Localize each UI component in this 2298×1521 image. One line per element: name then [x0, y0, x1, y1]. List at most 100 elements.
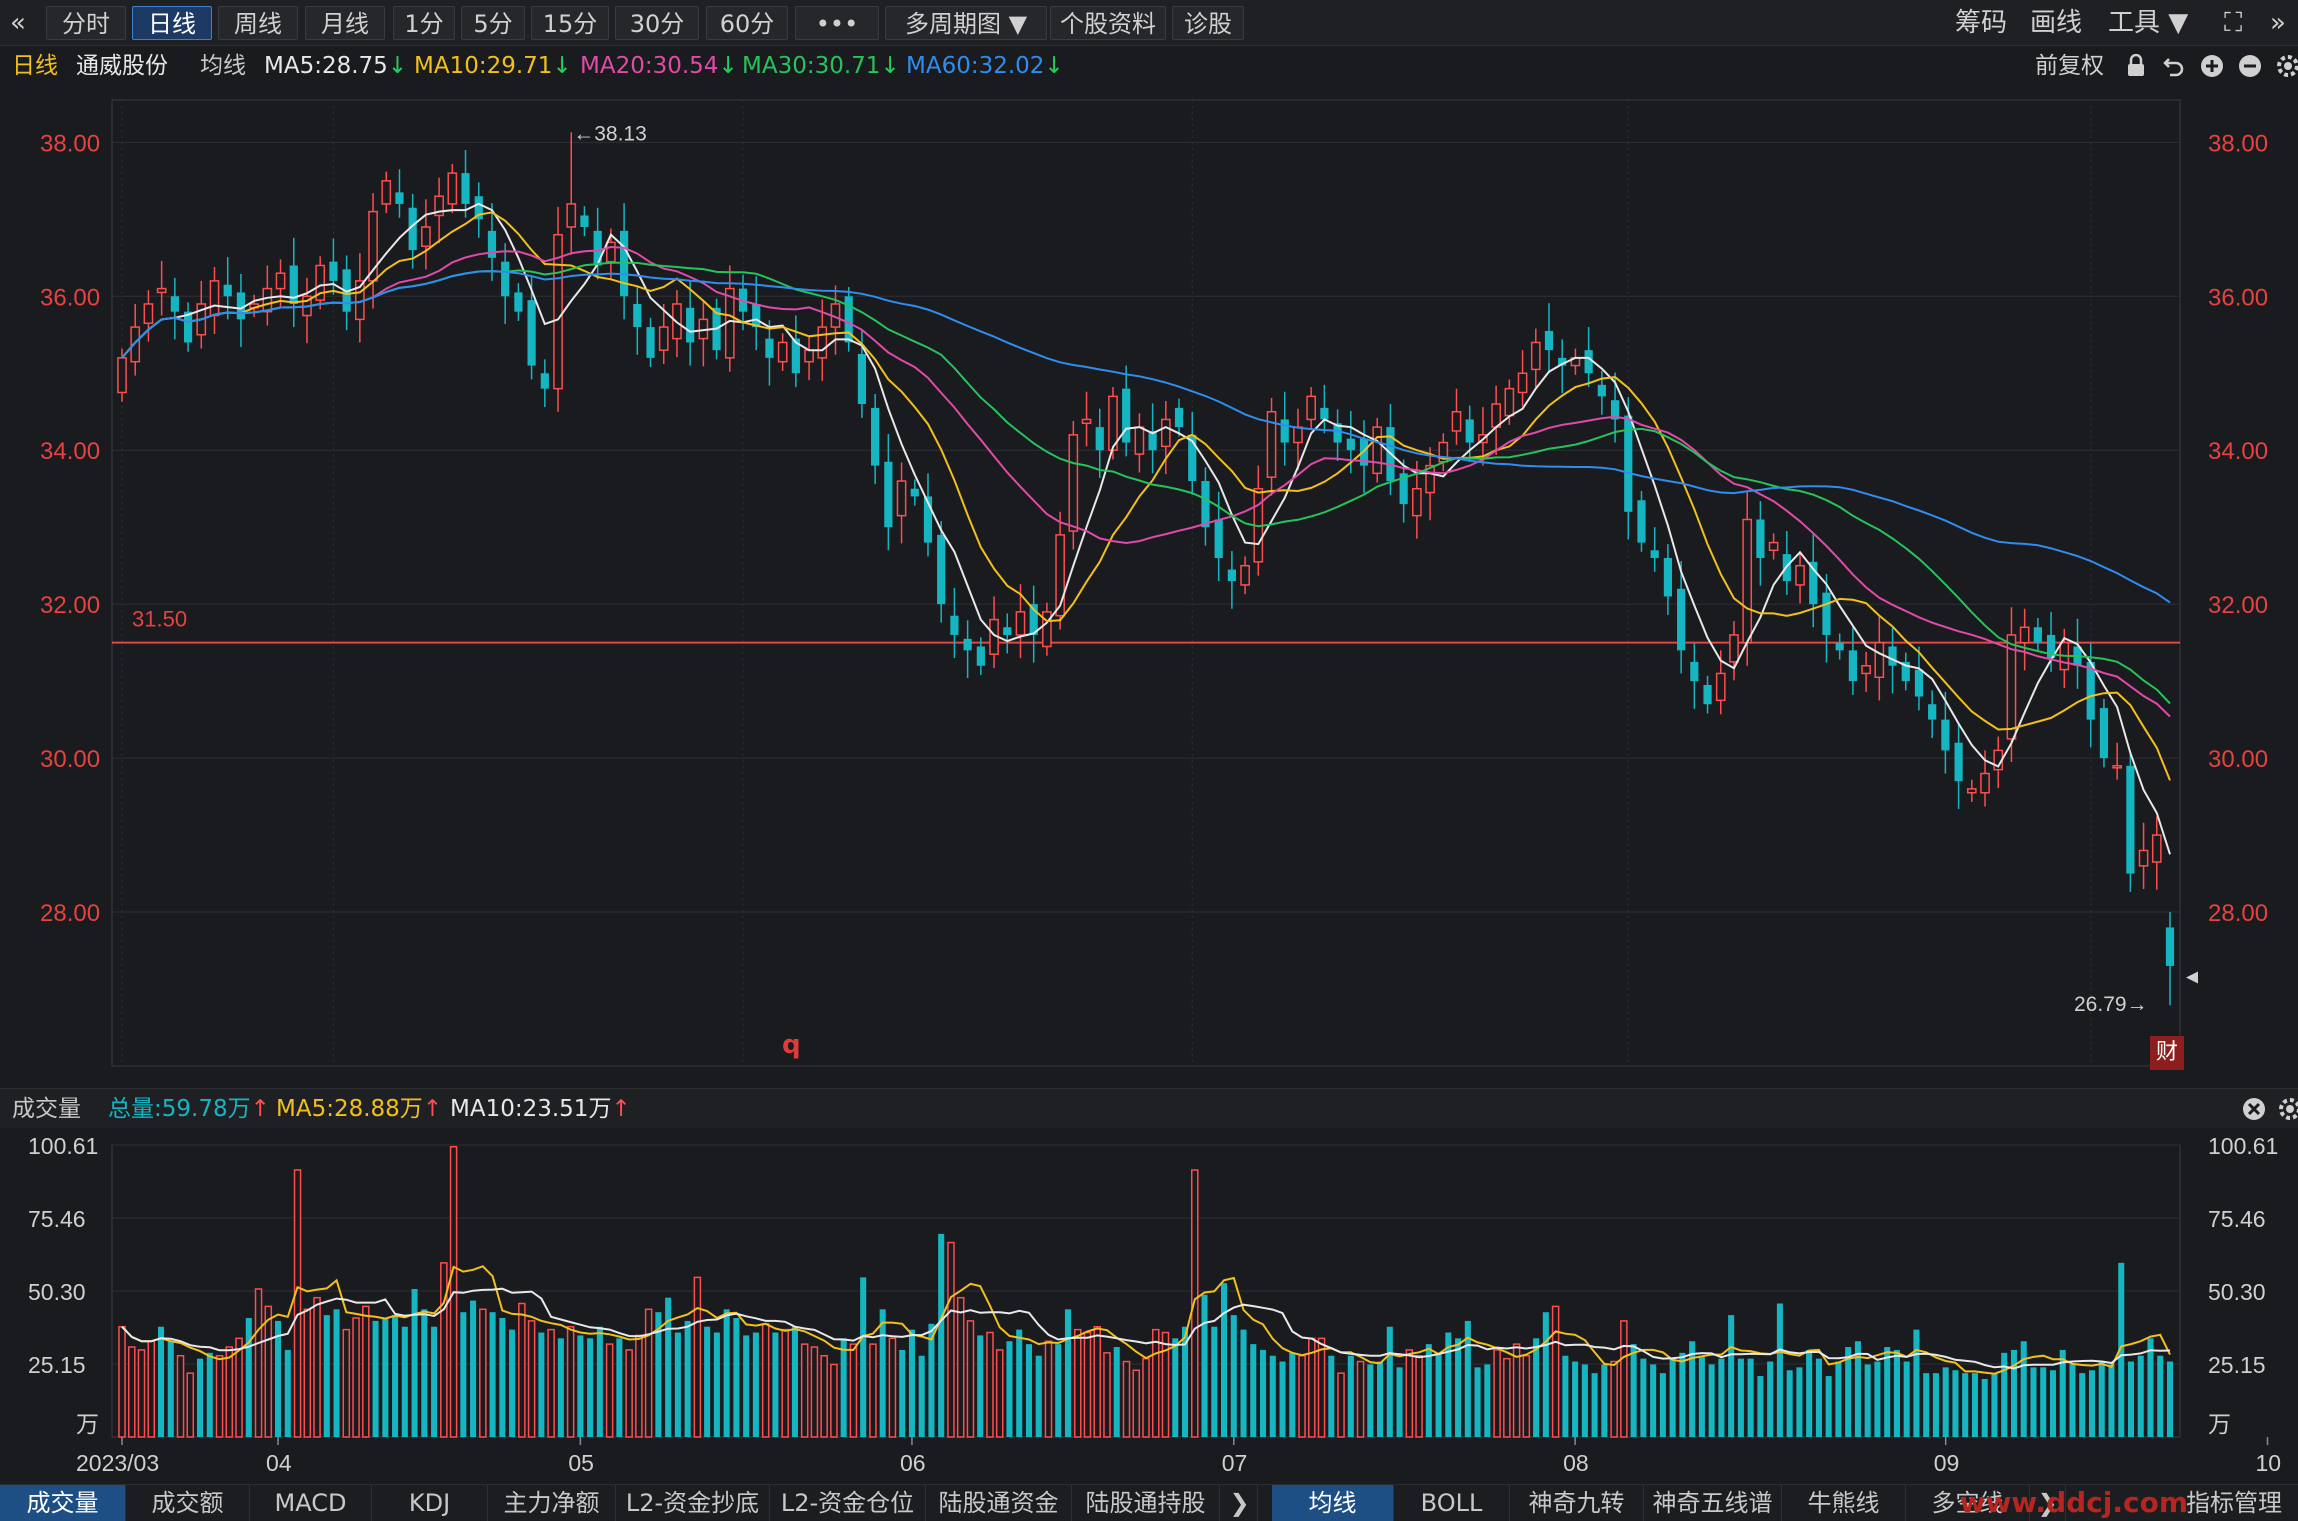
volume-bar-down[interactable] — [460, 1312, 467, 1437]
candle-down[interactable] — [1333, 423, 1342, 443]
candle-down[interactable] — [1346, 438, 1355, 451]
volume-bar-up[interactable] — [781, 1328, 789, 1438]
candle-up[interactable] — [143, 303, 154, 324]
indicator-tab-6[interactable]: L2-资金仓位 — [770, 1485, 926, 1521]
volume-bar-down[interactable] — [1591, 1373, 1598, 1437]
candle-up[interactable] — [2112, 765, 2122, 769]
candle-down[interactable] — [1148, 430, 1157, 451]
volume-bar-up[interactable] — [1405, 1349, 1414, 1438]
index-manage-button[interactable]: 指标管理 — [2186, 1489, 2282, 1517]
candle-down[interactable] — [1941, 719, 1950, 751]
candle-down[interactable] — [910, 488, 919, 497]
period-button-9[interactable]: ••• — [795, 6, 879, 40]
volume-bar-up[interactable] — [176, 1354, 185, 1438]
candle-up[interactable] — [1768, 541, 1779, 552]
candle-up[interactable] — [658, 326, 669, 351]
volume-bar-down[interactable] — [1230, 1315, 1237, 1437]
volume-bar-down[interactable] — [2127, 1361, 2135, 1437]
indicator-tab-7[interactable]: 陆股通资金 — [926, 1485, 1072, 1521]
ma-item-0[interactable]: MA5:28.75↓ — [264, 46, 407, 86]
volume-bar-up[interactable] — [1551, 1305, 1560, 1438]
candle-down[interactable] — [1174, 407, 1184, 428]
volume-bar-up[interactable] — [547, 1328, 555, 1438]
volume-bar-down[interactable] — [918, 1355, 925, 1437]
volume-bar-down[interactable] — [1250, 1344, 1257, 1437]
candle-up[interactable] — [1055, 534, 1065, 617]
candle-down[interactable] — [2099, 708, 2109, 759]
volume-bar-down[interactable] — [1016, 1329, 1023, 1437]
volume-bar-down[interactable] — [2108, 1364, 2115, 1437]
candle-down[interactable] — [1888, 646, 1897, 666]
volume-bar-down[interactable] — [577, 1335, 584, 1437]
overlay-scroll-icon[interactable]: ❯ — [2030, 1485, 2066, 1521]
volume-bar-up[interactable] — [605, 1343, 614, 1438]
volume-bar-up[interactable] — [644, 1308, 653, 1438]
candle-down[interactable] — [1003, 627, 1012, 635]
adjust-mode[interactable]: 前复权 — [2035, 53, 2104, 79]
back-icon[interactable]: « — [10, 8, 26, 38]
candle-up[interactable] — [1861, 664, 1871, 675]
candle-down[interactable] — [170, 296, 179, 312]
volume-bar-up[interactable] — [362, 1305, 370, 1438]
candle-down[interactable] — [1809, 561, 1818, 605]
candle-down[interactable] — [1663, 557, 1673, 597]
volume-bar-down[interactable] — [1435, 1352, 1442, 1437]
volume-bar-down[interactable] — [908, 1329, 915, 1437]
volume-bar-up[interactable] — [820, 1354, 828, 1438]
volume-bar-down[interactable] — [743, 1335, 750, 1437]
candle-down[interactable] — [646, 327, 655, 358]
volume-bar-down[interactable] — [499, 1318, 506, 1437]
ma-item-1[interactable]: MA10:29.71↓ — [414, 46, 572, 86]
overlay-tab-5[interactable]: 多空线 — [1906, 1485, 2030, 1521]
volume-bar-down[interactable] — [840, 1338, 847, 1437]
volume-bar-down[interactable] — [1630, 1344, 1637, 1437]
volume-bar-up[interactable] — [1493, 1349, 1501, 1438]
candle-down[interactable] — [540, 373, 549, 389]
candle-up[interactable] — [1240, 564, 1250, 586]
volume-bar-down[interactable] — [392, 1315, 399, 1437]
candle-down[interactable] — [1624, 415, 1633, 512]
candle-down[interactable] — [1544, 330, 1554, 351]
period-button-11[interactable]: 个股资料 — [1050, 6, 1166, 40]
volume-bar-up[interactable] — [995, 1349, 1004, 1438]
volume-bar-down[interactable] — [1679, 1352, 1686, 1437]
candle-down[interactable] — [236, 292, 246, 320]
volume-bar-down[interactable] — [1942, 1367, 1949, 1437]
candle-up[interactable] — [1966, 788, 1977, 794]
volume-bar-down[interactable] — [421, 1309, 428, 1437]
volume-bar-up[interactable] — [625, 1349, 633, 1438]
candle-down[interactable] — [1465, 419, 1474, 443]
candle-up[interactable] — [1160, 418, 1171, 448]
candle-down[interactable] — [857, 354, 867, 405]
volume-bar-up[interactable] — [342, 1328, 351, 1438]
overlay-tab-3[interactable]: 神奇五线谱 — [1644, 1485, 1782, 1521]
volume-bar-down[interactable] — [2001, 1352, 2008, 1437]
candle-down[interactable] — [1650, 550, 1659, 558]
candle-down[interactable] — [1928, 704, 1937, 720]
candle-up[interactable] — [1715, 672, 1726, 702]
zoom-in-icon[interactable] — [2200, 54, 2224, 78]
candle-up[interactable] — [1729, 634, 1739, 663]
volume-bar-down[interactable] — [791, 1326, 798, 1437]
volume-bar-down[interactable] — [1767, 1361, 1774, 1437]
volume-bar-down[interactable] — [928, 1323, 935, 1437]
volume-bar-down[interactable] — [167, 1341, 174, 1437]
ma-item-4[interactable]: MA60:32.02↓ — [906, 46, 1064, 86]
volume-bar-down[interactable] — [411, 1288, 418, 1437]
period-button-8[interactable]: 60分 — [706, 6, 788, 40]
volume-bar-down[interactable] — [1864, 1364, 1871, 1437]
volume-bar-down[interactable] — [772, 1332, 779, 1437]
volume-bar-up[interactable] — [947, 1241, 955, 1438]
candle-down[interactable] — [1703, 684, 1712, 705]
volume-bar-down[interactable] — [860, 1277, 867, 1437]
candle-down[interactable] — [2165, 927, 2175, 966]
volume-bar-down[interactable] — [1884, 1347, 1891, 1437]
candle-down[interactable] — [223, 284, 232, 297]
volume-bar-down[interactable] — [713, 1332, 720, 1437]
volume-bar-down[interactable] — [1708, 1364, 1715, 1437]
candle-up[interactable] — [1980, 772, 1990, 794]
period-button-4[interactable]: 1分 — [393, 6, 455, 40]
volume-bar-down[interactable] — [1815, 1358, 1822, 1437]
volume-bar-down[interactable] — [557, 1338, 564, 1437]
volume-bar-down[interactable] — [977, 1335, 984, 1437]
